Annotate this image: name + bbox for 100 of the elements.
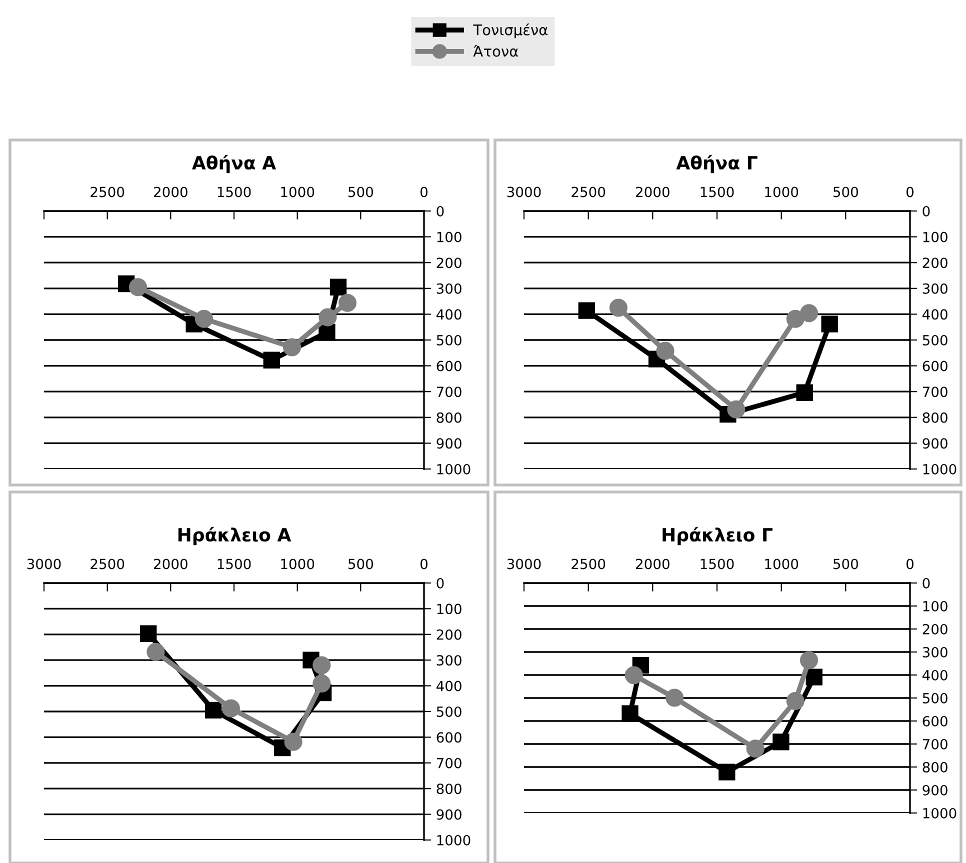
x-tick-label: 3000 bbox=[507, 186, 541, 198]
point bbox=[609, 298, 628, 317]
chart-title: Αθήνα Γ bbox=[676, 154, 758, 174]
y-tick-label: 600 bbox=[436, 732, 462, 743]
x-tick-label: 2500 bbox=[90, 186, 124, 198]
chart-title: Ηράκλειο Α bbox=[178, 526, 292, 546]
point bbox=[806, 668, 822, 686]
x-tick-label: 500 bbox=[833, 558, 858, 570]
y-tick-label: 700 bbox=[436, 386, 462, 398]
point bbox=[578, 302, 595, 319]
y-tick-label: 900 bbox=[922, 784, 948, 796]
y-tick-label: 200 bbox=[922, 258, 948, 268]
x-tick-label: 1000 bbox=[281, 558, 314, 570]
point bbox=[821, 316, 838, 332]
chart-title: Ηράκλειο Γ bbox=[662, 526, 772, 546]
x-tick-label: 0 bbox=[420, 558, 428, 570]
y-tick-label: 400 bbox=[436, 309, 462, 320]
y-tick-label: 100 bbox=[923, 600, 948, 612]
point bbox=[786, 310, 804, 328]
point bbox=[205, 702, 222, 719]
y-tick-label: 200 bbox=[922, 624, 948, 634]
point bbox=[746, 740, 764, 758]
y-tick-label: 600 bbox=[436, 360, 462, 372]
x-tick-label: 2500 bbox=[90, 558, 124, 570]
point bbox=[194, 310, 214, 328]
y-tick-label: 1000 bbox=[923, 808, 956, 818]
legend-label: Τονισμένα bbox=[473, 23, 548, 38]
y-tick-label: 100 bbox=[437, 604, 462, 614]
y-tick-label: 200 bbox=[436, 629, 462, 640]
point bbox=[786, 692, 804, 710]
y-tick-label: 500 bbox=[436, 706, 462, 717]
y-tick-label: 0 bbox=[922, 206, 930, 216]
x-tick-label: 0 bbox=[906, 186, 914, 198]
point bbox=[338, 294, 357, 312]
point bbox=[624, 666, 643, 684]
y-tick-label: 900 bbox=[436, 809, 462, 820]
x-tick-label: 1000 bbox=[765, 558, 798, 570]
point bbox=[128, 278, 148, 296]
y-tick-label: 1000 bbox=[923, 464, 956, 474]
y-tick-label: 1000 bbox=[437, 464, 470, 474]
y-tick-label: 300 bbox=[922, 283, 948, 294]
y-tick-label: 400 bbox=[436, 680, 462, 692]
x-tick-label: 2000 bbox=[154, 558, 188, 570]
point bbox=[800, 651, 818, 670]
point bbox=[318, 324, 336, 341]
x-tick-label: 1000 bbox=[765, 186, 798, 198]
point bbox=[656, 342, 674, 360]
point bbox=[330, 278, 347, 296]
point bbox=[284, 732, 302, 751]
y-tick-label: 800 bbox=[436, 784, 462, 794]
legend-label: Άτονα bbox=[473, 44, 518, 57]
y-tick-label: 100 bbox=[437, 232, 462, 242]
point bbox=[622, 705, 638, 722]
chart-title: Αθήνα Α bbox=[192, 154, 276, 174]
point bbox=[796, 384, 813, 401]
point bbox=[800, 304, 818, 322]
point bbox=[263, 352, 280, 368]
y-tick-label: 500 bbox=[922, 334, 948, 346]
y-tick-label: 0 bbox=[436, 578, 444, 588]
y-tick-label: 700 bbox=[922, 738, 948, 750]
point bbox=[772, 734, 790, 750]
y-tick-label: 600 bbox=[922, 360, 948, 372]
point bbox=[282, 338, 302, 356]
y-tick-label: 800 bbox=[922, 412, 948, 423]
y-tick-label: 900 bbox=[922, 438, 948, 449]
point bbox=[666, 688, 684, 707]
y-tick-label: 300 bbox=[436, 283, 462, 294]
y-tick-label: 0 bbox=[436, 206, 444, 216]
x-tick-label: 500 bbox=[348, 558, 373, 570]
x-tick-label: 2500 bbox=[572, 186, 606, 198]
x-tick-label: 500 bbox=[348, 186, 373, 198]
y-tick-label: 600 bbox=[922, 716, 948, 726]
point bbox=[312, 674, 331, 693]
x-tick-label: 500 bbox=[833, 186, 858, 198]
point bbox=[718, 764, 736, 780]
x-tick-label: 2000 bbox=[636, 558, 670, 570]
y-tick-label: 100 bbox=[923, 232, 948, 242]
y-tick-label: 0 bbox=[922, 578, 930, 588]
x-tick-label: 3000 bbox=[27, 558, 61, 570]
y-tick-label: 800 bbox=[436, 412, 462, 423]
y-tick-label: 900 bbox=[436, 438, 462, 449]
x-tick-label: 2000 bbox=[154, 186, 188, 198]
x-tick-label: 0 bbox=[906, 558, 914, 570]
point bbox=[140, 625, 157, 642]
point bbox=[312, 656, 331, 674]
y-tick-label: 800 bbox=[922, 762, 948, 772]
y-tick-label: 500 bbox=[436, 334, 462, 346]
y-tick-label: 400 bbox=[922, 670, 948, 680]
y-tick-label: 700 bbox=[436, 758, 462, 768]
x-tick-label: 1000 bbox=[281, 186, 314, 198]
x-tick-label: 1500 bbox=[218, 186, 251, 198]
y-tick-label: 200 bbox=[436, 258, 462, 268]
y-tick-label: 400 bbox=[922, 309, 948, 320]
x-tick-label: 1500 bbox=[700, 558, 734, 570]
x-tick-label: 1500 bbox=[218, 558, 251, 570]
point bbox=[727, 400, 746, 418]
y-tick-label: 1000 bbox=[437, 834, 470, 846]
y-tick-label: 500 bbox=[922, 692, 948, 704]
y-tick-label: 300 bbox=[922, 646, 948, 658]
x-tick-label: 2500 bbox=[572, 558, 606, 570]
